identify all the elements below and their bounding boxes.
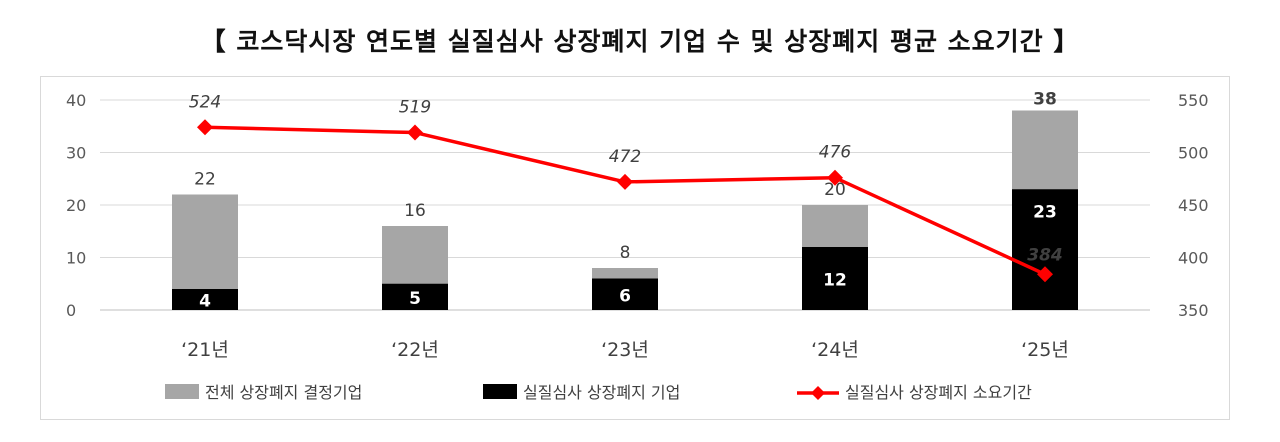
data-label-substantive: 12	[823, 271, 847, 291]
line-point	[617, 173, 633, 190]
bar-substantive	[592, 278, 658, 310]
y-right-tick-label: 550	[1178, 91, 1209, 110]
line-point	[407, 124, 423, 141]
legend-label-substantive: 실질심사 상장폐지 기업	[523, 383, 680, 402]
legend-label-duration: 실질심사 상장폐지 소요기간	[845, 383, 1032, 402]
x-tick-label: ‘25년	[1021, 339, 1069, 361]
data-label-duration: 524	[189, 92, 221, 112]
data-label-total: 8	[620, 243, 631, 263]
line-point	[197, 119, 213, 136]
data-label-total: 16	[404, 201, 426, 221]
data-label-total: 38	[1033, 90, 1057, 110]
x-tick-label: ‘24년	[811, 339, 859, 361]
y-left-tick-label: 20	[66, 196, 86, 215]
y-left-tick-label: 10	[66, 249, 86, 268]
data-label-substantive: 4	[199, 292, 211, 312]
legend-swatch-total	[165, 384, 199, 399]
data-label-substantive: 6	[619, 286, 631, 306]
bar-substantive	[172, 289, 238, 310]
y-left-tick-label: 0	[66, 301, 76, 320]
y-right-tick-label: 350	[1178, 301, 1209, 320]
chart-title: 【 코스닥시장 연도별 실질심사 상장폐지 기업 수 및 상장폐지 평균 소요기…	[200, 27, 1080, 56]
data-label-duration: 384	[1027, 245, 1063, 265]
y-right-tick-label: 500	[1178, 144, 1209, 163]
bar-substantive	[802, 247, 868, 310]
y-right-tick-label: 400	[1178, 249, 1209, 268]
legend-swatch-duration-marker	[811, 386, 825, 400]
x-tick-label: ‘21년	[181, 339, 229, 361]
y-right-tick-label: 450	[1178, 196, 1209, 215]
line-point	[827, 169, 843, 186]
data-label-duration: 519	[399, 98, 431, 118]
bar-substantive	[1012, 189, 1078, 310]
bar-substantive	[382, 283, 448, 310]
legend-swatch-substantive	[483, 384, 517, 399]
y-left-tick-label: 40	[66, 91, 86, 110]
legend-label-total: 전체 상장폐지 결정기업	[205, 383, 362, 402]
data-label-substantive: 23	[1033, 202, 1057, 222]
data-label-duration: 476	[819, 143, 852, 163]
data-label-total: 20	[824, 180, 846, 200]
x-tick-label: ‘22년	[391, 339, 439, 361]
line-point	[1037, 266, 1053, 283]
y-left-tick-label: 30	[66, 144, 86, 163]
data-label-substantive: 5	[409, 289, 421, 309]
chart-frame	[40, 76, 1230, 420]
data-label-duration: 472	[609, 147, 641, 167]
data-label-total: 22	[194, 170, 216, 190]
x-tick-label: ‘23년	[601, 339, 649, 361]
